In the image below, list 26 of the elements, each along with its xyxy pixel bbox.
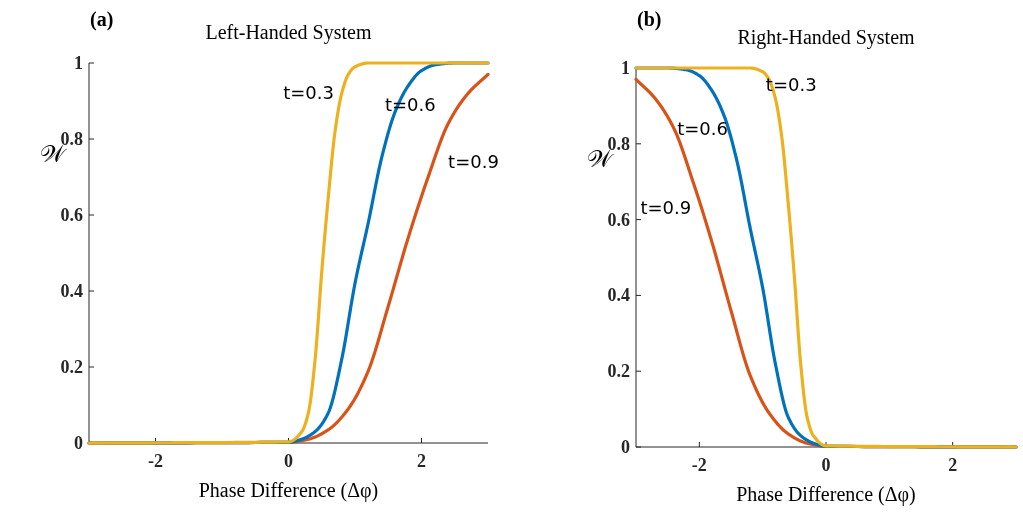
series-label: t=0.9 <box>448 150 499 172</box>
chart-title: Left-Handed System <box>205 21 372 44</box>
y-tick-label: 0.6 <box>60 205 83 225</box>
x-tick-label: 0 <box>821 455 831 475</box>
x-tick-label: 0 <box>284 451 293 471</box>
x-axis-title: Phase Difference (Δφ) <box>198 479 379 502</box>
x-tick-label: -2 <box>148 451 163 471</box>
x-axis-title: Phase Difference (Δφ) <box>736 483 916 506</box>
y-tick-label: 0 <box>621 437 630 457</box>
y-tick-label: 1 <box>74 53 83 73</box>
x-tick-label: -2 <box>691 455 707 475</box>
chart-title: Right-Handed System <box>737 26 916 49</box>
series-label: t=0.3 <box>283 82 334 104</box>
series-label: t=0.9 <box>640 197 692 219</box>
y-tick-label: 0.2 <box>60 357 83 377</box>
y-tick-label: 0 <box>74 433 83 453</box>
y-tick-label: 1 <box>621 58 630 78</box>
y-tick-label: 0.6 <box>607 209 630 230</box>
text: (b) <box>637 8 662 31</box>
x-tick-label: 2 <box>948 455 958 475</box>
text: (a) <box>90 8 114 31</box>
y-tick-label: 0.2 <box>607 361 630 382</box>
y-tick-label: 0.4 <box>607 285 630 306</box>
series-label: t=0.6 <box>677 117 728 139</box>
x-tick-label: 2 <box>417 451 426 471</box>
y-tick-label: 0.4 <box>60 281 83 301</box>
